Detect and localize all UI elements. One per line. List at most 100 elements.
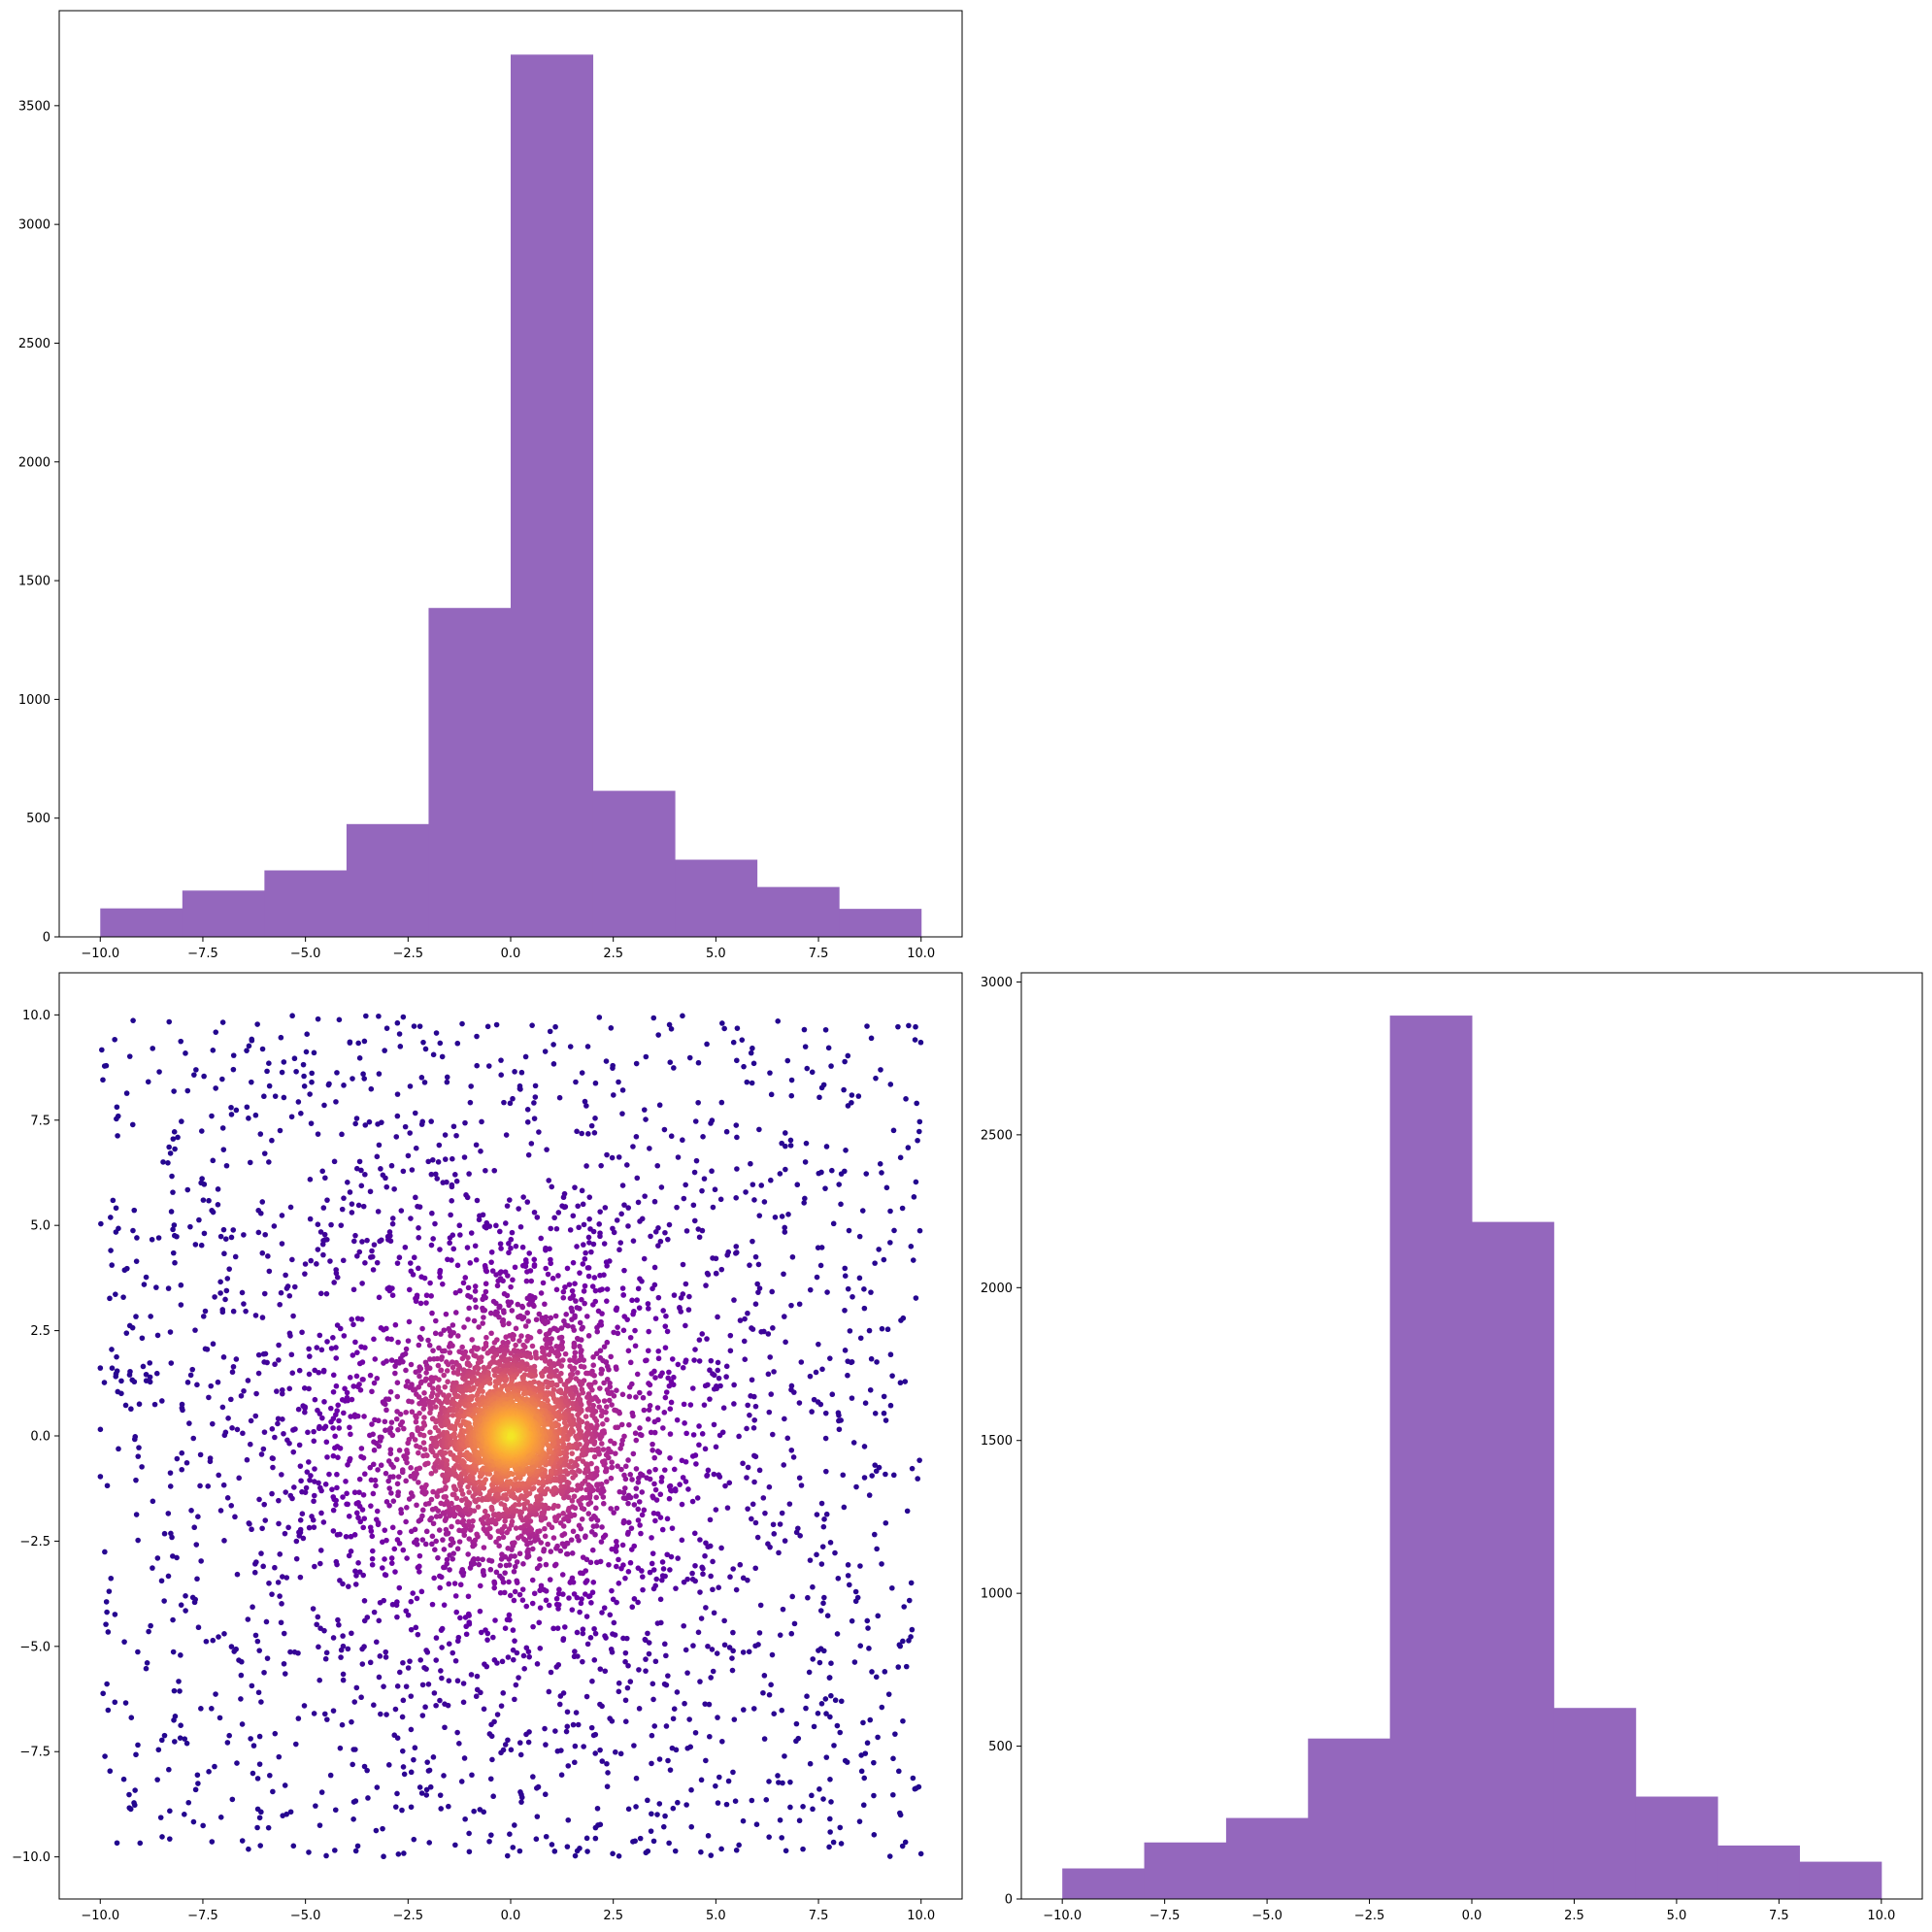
scatter-point — [517, 1223, 524, 1230]
scatter-point — [222, 1236, 229, 1243]
scatter-point — [621, 1433, 627, 1440]
scatter-point — [191, 1072, 197, 1078]
scatter-point — [201, 1073, 207, 1080]
scatter-point — [348, 1414, 353, 1419]
scatter-point — [647, 1146, 652, 1151]
scatter-point — [287, 1649, 293, 1655]
scatter-point — [331, 1280, 337, 1285]
scatter-point — [649, 1560, 655, 1567]
scatter-point — [584, 1849, 590, 1854]
scatter-point — [622, 1575, 628, 1582]
scatter-point — [637, 1835, 644, 1842]
scatter-point — [292, 1426, 298, 1432]
scatter-point — [608, 1475, 615, 1482]
scatter-point — [423, 1370, 429, 1376]
scatter-point — [392, 1569, 398, 1575]
scatter-point — [502, 1742, 509, 1748]
scatter-point — [104, 1482, 111, 1489]
scatter-point — [777, 1632, 783, 1638]
scatter-point — [232, 1514, 238, 1520]
scatter-point — [576, 1522, 583, 1529]
scatter-point — [416, 1552, 423, 1559]
scatter-point — [793, 1720, 800, 1727]
scatter-point — [566, 1282, 573, 1287]
scatter-point — [487, 1310, 494, 1316]
scatter-point — [523, 1521, 530, 1528]
scatter-point — [423, 1489, 429, 1496]
scatter-point — [650, 1441, 655, 1448]
scatter-point — [625, 1662, 631, 1669]
scatter-point — [575, 1455, 581, 1462]
scatter-point — [444, 1560, 450, 1567]
scatter-point — [653, 1576, 660, 1582]
scatter-point — [347, 1424, 352, 1431]
scatter-point — [573, 1710, 580, 1715]
scatter-point — [506, 1249, 512, 1256]
scatter-point — [561, 1419, 568, 1426]
scatter-point — [580, 1389, 586, 1396]
scatter-point — [740, 1460, 746, 1467]
scatter-point — [334, 1408, 340, 1414]
scatter-point — [643, 1053, 650, 1060]
scatter-point — [664, 1551, 671, 1558]
scatter-point — [448, 1212, 453, 1218]
scatter-point — [513, 1325, 519, 1332]
scatter-point — [455, 1367, 461, 1373]
scatter-point — [683, 1430, 689, 1437]
scatter-point — [302, 1261, 309, 1267]
scatter-point — [482, 1307, 488, 1314]
scatter-point — [684, 1745, 691, 1751]
scatter-point — [574, 1244, 580, 1249]
scatter-point — [325, 1082, 332, 1088]
scatter-point — [506, 1302, 512, 1309]
scatter-point — [476, 1216, 483, 1223]
scatter-point — [265, 1824, 272, 1831]
scatter-point — [358, 1183, 365, 1189]
y-tick-label: 1500 — [18, 575, 50, 589]
scatter-point — [646, 1381, 651, 1386]
scatter-point — [533, 1354, 540, 1361]
scatter-point — [527, 1540, 534, 1546]
scatter-point — [361, 1597, 368, 1604]
scatter-point — [453, 1132, 459, 1139]
scatter-point — [679, 1537, 685, 1544]
scatter-point — [704, 1336, 710, 1342]
scatter-point — [387, 1425, 394, 1431]
scatter-point — [596, 1221, 603, 1227]
scatter-point — [752, 1643, 758, 1649]
scatter-point — [556, 1335, 563, 1341]
scatter-point — [439, 1645, 445, 1650]
scatter-point — [388, 1560, 395, 1566]
scatter-point — [516, 1550, 523, 1557]
scatter-point — [583, 1314, 590, 1319]
scatter-point — [649, 1371, 654, 1377]
histogram-bar — [511, 54, 594, 937]
scatter-point — [404, 1555, 410, 1561]
x-tick-label: 7.5 — [809, 947, 829, 961]
scatter-point — [554, 1353, 561, 1359]
scatter-point — [307, 1477, 313, 1483]
scatter-point — [474, 1062, 480, 1069]
scatter-point — [704, 1041, 710, 1048]
scatter-point — [636, 1475, 642, 1482]
scatter-point — [680, 1261, 686, 1268]
scatter-point — [312, 1563, 317, 1570]
scatter-point — [492, 1617, 498, 1623]
scatter-point — [139, 1335, 146, 1342]
scatter-point — [650, 1510, 657, 1516]
scatter-point — [400, 1014, 407, 1020]
scatter-point — [316, 1644, 321, 1650]
scatter-point — [223, 1287, 230, 1294]
scatter-point — [447, 1235, 453, 1241]
scatter-point — [369, 1533, 376, 1540]
scatter-point — [426, 1840, 433, 1846]
scatter-point — [609, 1464, 615, 1471]
scatter-point — [604, 1286, 611, 1292]
scatter-point — [465, 1354, 471, 1361]
scatter-point — [180, 1407, 185, 1414]
scatter-point — [518, 1533, 524, 1539]
scatter-point — [418, 1588, 425, 1595]
scatter-point — [605, 1770, 611, 1776]
scatter-point — [177, 1735, 183, 1741]
scatter-point — [625, 1519, 632, 1526]
